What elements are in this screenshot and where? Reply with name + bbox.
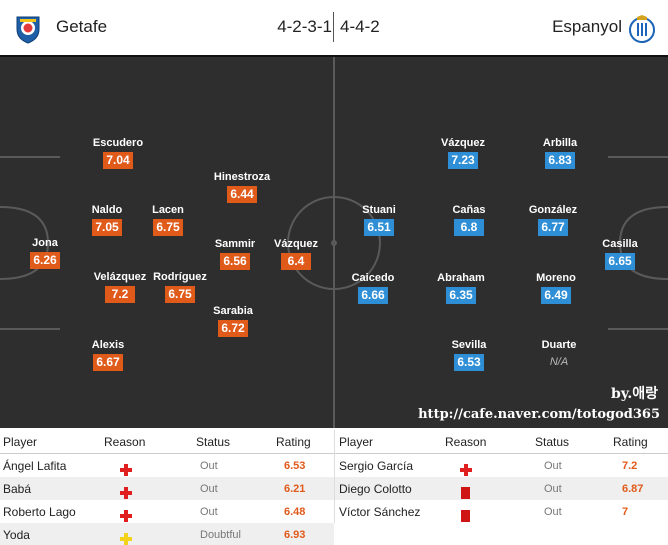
away-team-name: Espanyol [552, 17, 622, 36]
away-player[interactable]: Arbilla 6.83 [542, 137, 578, 169]
home-player[interactable]: Jona 6.26 [15, 236, 75, 269]
home-player[interactable]: Velázquez 7.2 [93, 271, 147, 303]
home-player[interactable]: Lacen 6.75 [152, 204, 184, 236]
formation-divider [333, 12, 334, 42]
home-team-name: Getafe [56, 17, 108, 36]
getafe-crest-icon [16, 16, 40, 44]
home-player[interactable]: Sarabia 6.72 [213, 305, 253, 337]
away-player[interactable]: Stuani 6.51 [362, 204, 396, 236]
table-row: Roberto Lago Out 6.48 [0, 500, 334, 523]
table-row: Víctor Sánchez Out 7 [335, 500, 668, 523]
injury-cross-icon [120, 510, 132, 522]
table-row: Babá Out 6.21 [0, 477, 334, 500]
pitch: Jona 6.26 Escudero 7.04 Naldo 7.05 Veláz… [0, 57, 668, 428]
author-credit: by.애랑 [611, 386, 658, 402]
red-card-icon [461, 510, 470, 522]
table-header: Player Reason Status Rating [335, 430, 668, 454]
away-player[interactable]: Sevilla 6.53 [451, 339, 487, 371]
home-player[interactable]: Escudero 7.04 [92, 137, 144, 169]
injury-cross-icon [120, 487, 132, 499]
home-player[interactable]: Hinestroza 6.44 [213, 171, 271, 203]
home-absence-table: Player Reason Status Rating Ángel Lafita… [0, 430, 334, 545]
away-player[interactable]: González 6.77 [528, 204, 578, 236]
away-player[interactable]: Abraham 6.35 [437, 272, 485, 304]
away-player[interactable]: Vázquez 7.23 [440, 137, 485, 169]
home-player[interactable]: Naldo 7.05 [91, 204, 123, 236]
match-header: Getafe 4-2-3-1 4-4-2 Espanyol [0, 0, 668, 57]
away-formation: 4-4-2 [340, 17, 380, 36]
away-player[interactable]: Casilla 6.65 [602, 238, 638, 270]
home-formation: 4-2-3-1 [277, 17, 332, 36]
home-player[interactable]: Vázquez 6.4 [273, 238, 318, 270]
injury-cross-icon [120, 464, 132, 476]
espanyol-crest-icon [629, 15, 655, 43]
table-row: Yoda Doubtful 6.93 [0, 523, 334, 545]
table-row: Ángel Lafita Out 6.53 [0, 454, 334, 477]
absence-tables: Player Reason Status Rating Ángel Lafita… [0, 430, 668, 545]
table-header: Player Reason Status Rating [0, 430, 334, 454]
doubtful-cross-icon [120, 533, 132, 545]
home-player[interactable]: Alexis 6.67 [91, 339, 125, 371]
source-url: http://cafe.naver.com/totogod365 [418, 407, 660, 422]
home-player[interactable]: Rodríguez 6.75 [153, 271, 207, 303]
away-player[interactable]: Duarte N/A [541, 339, 577, 368]
table-row: Sergio García Out 7.2 [335, 454, 668, 477]
home-player[interactable]: Sammir 6.56 [214, 238, 256, 270]
table-row: Diego Colotto Out 6.87 [335, 477, 668, 500]
away-absence-table: Player Reason Status Rating Sergio Garcí… [334, 430, 668, 523]
red-card-icon [461, 487, 470, 499]
away-player[interactable]: Caicedo 6.66 [351, 272, 395, 304]
away-player[interactable]: Moreno 6.49 [536, 272, 576, 304]
pitch-lines [0, 57, 668, 428]
injury-cross-icon [460, 464, 472, 476]
away-player[interactable]: Cañas 6.8 [452, 204, 486, 236]
